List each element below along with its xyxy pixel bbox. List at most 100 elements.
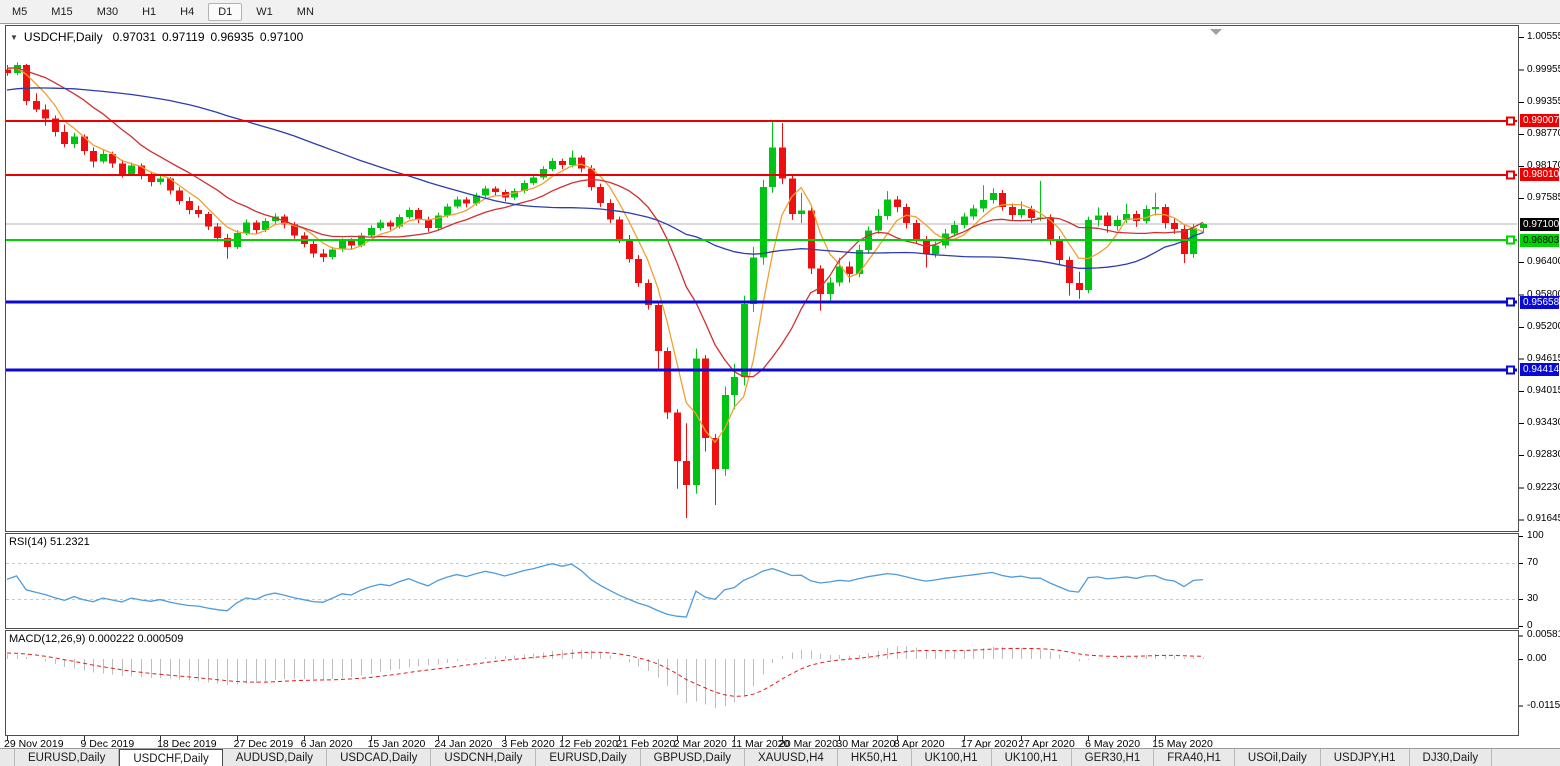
macd-indicator-label: MACD(12,26,9) 0.000222 0.000509: [9, 633, 184, 645]
macd-main-value: 0.000222: [88, 633, 135, 645]
quote-high: 0.97119: [162, 30, 205, 44]
price-tick-label: 0.92230: [1527, 481, 1560, 493]
price-tick-label: 0.92830: [1527, 449, 1560, 461]
rsi-scale-label: 70: [1527, 557, 1539, 568]
hline-handle-0.96803[interactable]: [1506, 235, 1515, 245]
macd-signal-value: 0.000509: [137, 633, 184, 645]
date-label: 8 Apr 2020: [893, 738, 945, 750]
rsi-scale-label: 100: [1527, 530, 1544, 541]
rsi-indicator-label: RSI(14) 51.2321: [9, 536, 90, 548]
tab-usdchf-daily[interactable]: USDCHF,Daily: [119, 749, 223, 766]
tab-uk100-h1[interactable]: UK100,H1: [912, 749, 992, 766]
tab-hk50-h1[interactable]: HK50,H1: [838, 749, 912, 766]
date-label: 29 Nov 2019: [4, 738, 64, 750]
candles-layer: [6, 62, 1207, 519]
price-tag-0.95658: 0.95658: [1520, 295, 1559, 309]
chart-title: ▼ USDCHF,Daily 0.97031 0.97119 0.96935 0.9710…: [10, 30, 309, 44]
tab-fra40-h1[interactable]: FRA40,H1: [1154, 749, 1235, 766]
hline-handle-0.94414[interactable]: [1506, 365, 1515, 375]
quote-close: 0.97100: [259, 30, 304, 44]
price-tick-label: 0.93430: [1527, 416, 1560, 428]
price-tag-0.98010: 0.98010: [1520, 168, 1559, 182]
chart-symbol-label: USDCHF,Daily: [23, 30, 103, 44]
tab-audusd-daily[interactable]: AUDUSD,Daily: [223, 749, 328, 766]
timeframe-button-h1[interactable]: H1: [142, 5, 157, 18]
date-label: 3 Feb 2020: [501, 738, 555, 750]
macd-scale-label: 0.005818: [1527, 629, 1560, 641]
price-tick-label: 0.98770: [1527, 127, 1560, 139]
timeframe-button-mn[interactable]: MN: [296, 5, 314, 18]
price-tick-label: 0.99355: [1527, 96, 1560, 108]
macd-panel-frame[interactable]: [5, 630, 1519, 736]
date-label: 12 Feb 2020: [558, 738, 618, 750]
tab-usdcad-daily[interactable]: USDCAD,Daily: [327, 749, 432, 766]
hline-handle-0.95658[interactable]: [1506, 297, 1515, 307]
tab-eurusd-daily[interactable]: EURUSD,Daily: [15, 749, 120, 766]
hline-handle-0.99007[interactable]: [1506, 116, 1515, 126]
tab-bar-lead: [0, 749, 15, 766]
date-label: 2 Mar 2020: [673, 738, 727, 750]
price-tag-0.96803: 0.96803: [1520, 233, 1559, 247]
timeframe-button-m30[interactable]: M30: [96, 5, 119, 18]
rsi-panel-frame[interactable]: [5, 533, 1519, 629]
date-label: 15 May 2020: [1152, 738, 1213, 750]
date-label: 11 Mar 2020: [731, 738, 790, 750]
tab-gbpusd-daily[interactable]: GBPUSD,Daily: [641, 749, 745, 766]
date-label: 30 Mar 2020: [836, 738, 896, 750]
chart-dropdown-icon[interactable]: ▼: [10, 33, 18, 42]
price-tick-label: 0.94615: [1527, 352, 1560, 364]
chart-tab-bar: EURUSD,Daily USDCHF,Daily AUDUSD,Daily USDC…: [0, 748, 1560, 766]
rsi-scale-label: 0: [1527, 620, 1533, 631]
date-label: 9 Dec 2019: [80, 738, 135, 750]
tab-ger30-h1[interactable]: GER30,H1: [1072, 749, 1155, 766]
current-price-tag: 0.97100: [1520, 217, 1559, 231]
date-label: 15 Jan 2020: [367, 738, 426, 750]
price-tick-label: 0.95200: [1527, 320, 1560, 332]
price-tick-label: 0.97585: [1527, 191, 1560, 203]
chart-shift-marker-icon[interactable]: [1210, 29, 1222, 35]
rsi-line: [6, 563, 1204, 618]
timeframe-button-m15[interactable]: M15: [51, 5, 73, 18]
date-label: 20 Mar 2020: [779, 738, 838, 750]
timeframe-button-h4[interactable]: H4: [180, 5, 195, 18]
tab-uk100-h1[interactable]: UK100,H1: [992, 749, 1072, 766]
date-label: 21 Feb 2020: [616, 738, 676, 750]
tab-dj30-daily[interactable]: DJ30,Daily: [1410, 749, 1493, 766]
hline-handle-0.98010[interactable]: [1506, 170, 1515, 180]
price-tick-label: 0.96400: [1527, 256, 1560, 268]
macd-scale-label: 0.00: [1527, 653, 1547, 664]
timeframe-button-m5[interactable]: M5: [12, 5, 28, 18]
price-tick-label: 0.98170: [1527, 160, 1560, 172]
macd-scale-label: -0.01151: [1527, 699, 1560, 711]
price-tag-0.99007: 0.99007: [1520, 114, 1559, 128]
date-label: 27 Apr 2020: [1018, 738, 1075, 750]
date-label: 24 Jan 2020: [434, 738, 493, 750]
quote-low: 0.96935: [210, 30, 254, 44]
tab-usdjpy-h1[interactable]: USDJPY,H1: [1321, 749, 1410, 766]
price-tick-label: 0.95800: [1527, 288, 1560, 300]
tab-eurusd-daily[interactable]: EURUSD,Daily: [536, 749, 641, 766]
price-tag-0.94414: 0.94414: [1520, 363, 1559, 376]
tab-usoil-daily[interactable]: USOil,Daily: [1235, 749, 1321, 766]
price-tick-label: 0.91645: [1527, 513, 1560, 525]
price-tick-label: 0.99955: [1527, 63, 1560, 75]
date-label: 17 Apr 2020: [960, 738, 1018, 750]
price-tick-label: 1.00555: [1527, 31, 1560, 43]
tab-xauusd-h4[interactable]: XAUUSD,H4: [745, 749, 838, 766]
tab-usdcnh-daily[interactable]: USDCNH,Daily: [431, 749, 537, 766]
ma-line-13: [6, 67, 1204, 378]
price-tick-label: 0.94015: [1527, 385, 1560, 397]
main-panel-frame[interactable]: [5, 25, 1519, 532]
rsi-value: 51.2321: [49, 536, 90, 548]
date-label: 6 Jan 2020: [300, 738, 353, 750]
timeframe-button-w1[interactable]: W1: [256, 5, 273, 18]
timeframe-toolbar: M5 M15 M30 H1 H4 D1 W1 MN: [0, 0, 1560, 24]
quote-open: 0.97031: [112, 30, 156, 44]
date-label: 27 Dec 2019: [233, 738, 294, 750]
timeframe-button-d1[interactable]: D1: [208, 2, 243, 21]
chart-canvas[interactable]: [0, 0, 1560, 748]
date-label: 6 May 2020: [1085, 738, 1141, 750]
rsi-scale-label: 30: [1527, 593, 1539, 604]
macd-histogram: [7, 646, 1204, 709]
